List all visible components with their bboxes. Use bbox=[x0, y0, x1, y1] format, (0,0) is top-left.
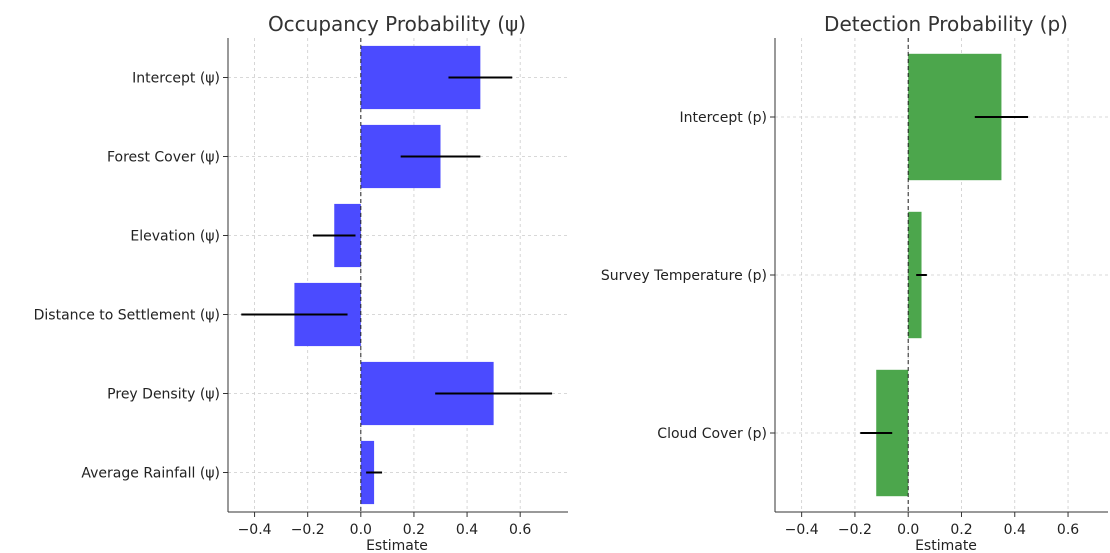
detection-chart-panel: Detection Probability (p) Intercept (p) S… bbox=[601, 12, 1108, 553]
x-tick-label: −0.4 bbox=[238, 522, 272, 538]
x-tick-label: 0.4 bbox=[456, 522, 478, 538]
y-tick-label: Distance to Settlement (ψ) bbox=[34, 308, 220, 324]
x-tick-label: −0.2 bbox=[838, 522, 872, 538]
detection-x-axis-label: Estimate bbox=[915, 538, 977, 553]
x-tick-label: 0.6 bbox=[509, 522, 531, 538]
x-tick-label: 0.0 bbox=[350, 522, 372, 538]
x-tick-label: 0.2 bbox=[403, 522, 425, 538]
detection-bar bbox=[908, 211, 922, 339]
x-tick-label: 0.2 bbox=[950, 522, 972, 538]
x-tick-label: 0.0 bbox=[897, 522, 919, 538]
y-tick-label: Prey Density (ψ) bbox=[107, 387, 220, 403]
x-tick-label: −0.4 bbox=[785, 522, 819, 538]
y-tick-label: Intercept (p) bbox=[680, 110, 768, 126]
y-tick-label: Cloud Cover (p) bbox=[657, 426, 767, 442]
y-tick-label: Intercept (ψ) bbox=[132, 71, 220, 87]
occupancy-x-axis-label: Estimate bbox=[366, 538, 428, 553]
x-tick-label: 0.4 bbox=[1004, 522, 1026, 538]
y-tick-label: Elevation (ψ) bbox=[130, 229, 220, 245]
x-tick-label: 0.6 bbox=[1057, 522, 1079, 538]
detection-chart-title: Detection Probability (p) bbox=[824, 12, 1068, 36]
y-tick-label: Forest Cover (ψ) bbox=[107, 150, 220, 166]
occupancy-chart-title: Occupancy Probability (ψ) bbox=[268, 12, 526, 36]
y-tick-label: Survey Temperature (p) bbox=[601, 268, 767, 284]
x-tick-label: −0.2 bbox=[291, 522, 325, 538]
occupancy-chart-panel: Occupancy Probability (ψ) Intercept (ψ) F… bbox=[34, 12, 568, 553]
y-tick-label: Average Rainfall (ψ) bbox=[81, 466, 220, 482]
